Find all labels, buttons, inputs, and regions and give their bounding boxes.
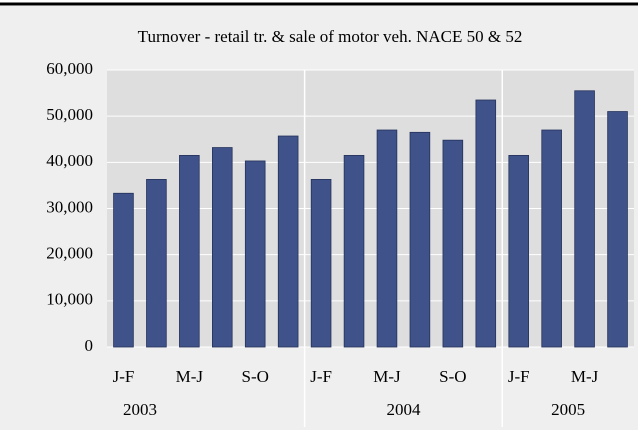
y-tick-label: 50,000 bbox=[46, 105, 93, 124]
bar bbox=[574, 90, 595, 348]
bar bbox=[442, 139, 464, 348]
bar bbox=[211, 147, 233, 348]
y-tick-label: 30,000 bbox=[46, 197, 93, 216]
bar bbox=[508, 155, 529, 348]
bar bbox=[475, 99, 497, 348]
bar bbox=[310, 179, 332, 348]
bar bbox=[409, 131, 431, 348]
bar bbox=[179, 155, 200, 348]
bar bbox=[146, 179, 167, 348]
x-tick-label: M-J bbox=[571, 367, 599, 386]
chart-title: Turnover - retail tr. & sale of motor ve… bbox=[138, 27, 523, 46]
bar bbox=[343, 155, 365, 348]
bar bbox=[607, 111, 628, 348]
y-tick-label: 0 bbox=[85, 336, 94, 355]
y-tick-label: 10,000 bbox=[46, 290, 93, 309]
y-tick-label: 60,000 bbox=[46, 59, 93, 78]
bar bbox=[541, 129, 562, 348]
x-tick-label: J-F bbox=[508, 367, 530, 386]
x-tick-label: M-J bbox=[373, 367, 401, 386]
x-tick-label: J-F bbox=[113, 367, 135, 386]
x-tick-label: M-J bbox=[176, 367, 204, 386]
x-group-label: 2004 bbox=[386, 400, 421, 419]
bar bbox=[277, 135, 299, 348]
bar bbox=[376, 129, 398, 348]
bar bbox=[113, 192, 134, 348]
x-group-label: 2005 bbox=[551, 400, 585, 419]
x-tick-label: S-O bbox=[439, 367, 466, 386]
x-group-label: 2003 bbox=[123, 400, 157, 419]
x-tick-label: S-O bbox=[242, 367, 269, 386]
x-tick-label: J-F bbox=[310, 367, 332, 386]
y-tick-label: 40,000 bbox=[46, 151, 93, 170]
y-tick-label: 20,000 bbox=[46, 244, 93, 263]
bar bbox=[244, 160, 266, 348]
